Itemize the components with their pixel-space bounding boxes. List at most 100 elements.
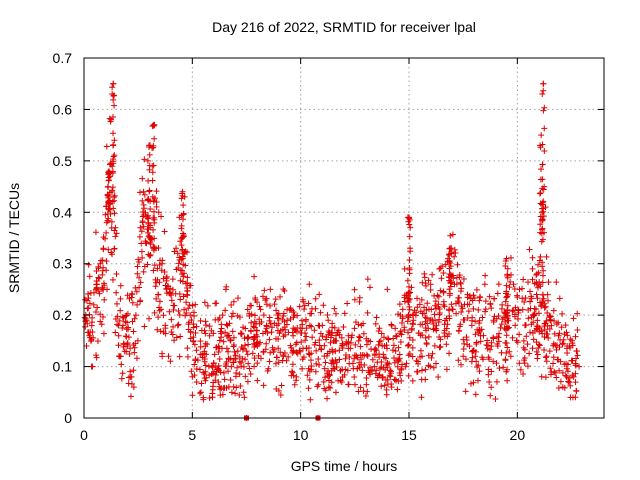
data-point bbox=[105, 177, 112, 184]
data-point bbox=[443, 325, 450, 332]
data-point bbox=[406, 233, 413, 240]
data-point bbox=[393, 332, 399, 339]
data-point bbox=[110, 141, 117, 148]
data-point bbox=[398, 366, 405, 373]
data-point bbox=[308, 323, 315, 330]
data-point bbox=[206, 323, 213, 330]
data-point bbox=[211, 368, 217, 375]
data-point bbox=[437, 287, 444, 294]
data-point bbox=[262, 328, 269, 335]
data-point bbox=[406, 257, 413, 264]
data-point bbox=[125, 334, 132, 341]
data-point bbox=[86, 332, 93, 339]
data-point bbox=[368, 346, 375, 353]
data-point bbox=[127, 393, 134, 400]
data-point bbox=[401, 265, 408, 272]
data-point bbox=[161, 228, 168, 235]
data-point bbox=[376, 354, 383, 361]
data-point bbox=[193, 323, 200, 330]
data-point bbox=[539, 279, 546, 286]
data-point bbox=[379, 374, 386, 381]
data-point bbox=[146, 187, 153, 194]
data-point bbox=[545, 279, 552, 286]
data-point bbox=[129, 291, 136, 298]
data-point bbox=[482, 298, 489, 305]
data-point bbox=[487, 392, 494, 399]
data-point bbox=[360, 330, 367, 337]
data-point bbox=[402, 363, 409, 370]
data-point bbox=[179, 255, 186, 262]
data-point bbox=[105, 168, 112, 175]
data-point bbox=[190, 324, 197, 331]
data-point bbox=[485, 371, 492, 378]
data-point bbox=[251, 355, 258, 362]
data-point bbox=[521, 322, 528, 329]
data-point bbox=[104, 210, 111, 217]
data-point bbox=[184, 345, 191, 352]
data-point bbox=[130, 328, 137, 335]
data-point bbox=[546, 348, 553, 355]
data-point bbox=[556, 367, 563, 374]
data-point bbox=[311, 327, 318, 334]
data-point bbox=[512, 322, 519, 329]
data-point bbox=[521, 360, 528, 367]
data-point bbox=[144, 157, 151, 164]
data-point bbox=[405, 218, 412, 225]
data-point bbox=[168, 297, 175, 304]
data-point bbox=[546, 325, 553, 332]
data-point bbox=[183, 299, 190, 306]
data-point bbox=[180, 216, 187, 223]
data-point bbox=[267, 320, 274, 327]
data-point bbox=[553, 321, 560, 328]
data-point bbox=[324, 311, 331, 318]
data-point bbox=[82, 296, 89, 303]
data-point bbox=[204, 302, 211, 309]
data-point bbox=[524, 341, 531, 348]
data-point bbox=[382, 355, 389, 362]
data-point bbox=[114, 313, 121, 320]
plot-frame bbox=[83, 57, 605, 419]
data-point bbox=[101, 296, 108, 303]
data-point bbox=[333, 359, 340, 366]
data-point bbox=[367, 371, 374, 378]
data-point bbox=[150, 267, 157, 274]
data-point bbox=[251, 334, 258, 341]
data-point bbox=[86, 273, 93, 280]
data-point bbox=[325, 367, 332, 374]
data-point bbox=[202, 377, 209, 384]
data-point bbox=[572, 379, 579, 386]
data-point bbox=[174, 322, 181, 329]
data-point bbox=[553, 279, 560, 286]
data-point bbox=[216, 315, 223, 322]
data-point bbox=[534, 295, 541, 302]
data-point bbox=[180, 273, 187, 280]
data-point bbox=[387, 370, 394, 377]
data-point bbox=[273, 335, 280, 342]
data-point bbox=[155, 209, 162, 216]
data-point bbox=[257, 306, 264, 313]
data-point bbox=[262, 297, 269, 304]
data-point bbox=[389, 347, 396, 354]
data-point bbox=[460, 353, 467, 360]
data-point bbox=[236, 392, 243, 399]
data-point bbox=[533, 291, 540, 298]
data-point bbox=[477, 338, 484, 345]
data-point bbox=[524, 363, 531, 370]
data-point bbox=[338, 342, 345, 349]
data-point bbox=[498, 321, 505, 328]
data-point bbox=[543, 253, 550, 260]
data-point bbox=[564, 332, 571, 339]
data-point bbox=[409, 377, 416, 384]
data-point bbox=[184, 274, 191, 281]
data-point bbox=[117, 295, 124, 302]
data-point bbox=[230, 383, 237, 390]
x-tick-label: 5 bbox=[188, 427, 196, 443]
data-point bbox=[556, 295, 563, 302]
data-point bbox=[109, 84, 116, 91]
data-point bbox=[230, 359, 237, 366]
data-point bbox=[564, 343, 571, 349]
data-point bbox=[525, 315, 532, 322]
data-point bbox=[487, 346, 494, 353]
data-point bbox=[516, 360, 523, 367]
data-point bbox=[185, 326, 192, 333]
